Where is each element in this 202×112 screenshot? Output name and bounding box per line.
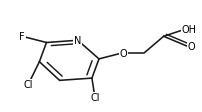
Text: O: O	[119, 48, 127, 58]
Text: OH: OH	[182, 25, 197, 35]
Text: Cl: Cl	[90, 93, 100, 102]
Text: N: N	[74, 36, 81, 46]
Text: Cl: Cl	[23, 80, 33, 89]
Text: F: F	[19, 32, 25, 42]
Text: O: O	[188, 42, 195, 52]
